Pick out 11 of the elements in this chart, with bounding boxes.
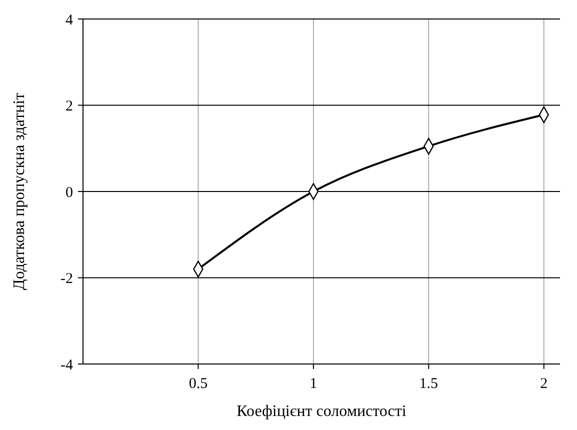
- y-axis-title: Додаткова пропускна здатніт: [11, 92, 28, 290]
- y-tick-label: -4: [60, 357, 74, 374]
- x-tick-label: 0.5: [188, 376, 208, 392]
- y-tick-label: 0: [66, 184, 73, 201]
- x-axis-title: Коефіцієнт соломистості: [236, 403, 407, 420]
- y-tick-label: -2: [60, 271, 73, 287]
- y-tick-label: 4: [66, 12, 74, 28]
- y-tick-label: 2: [66, 98, 73, 114]
- x-tick-label: 2: [540, 376, 548, 392]
- x-tick-label: 1: [310, 376, 318, 392]
- x-tick-label: 1.5: [419, 376, 438, 392]
